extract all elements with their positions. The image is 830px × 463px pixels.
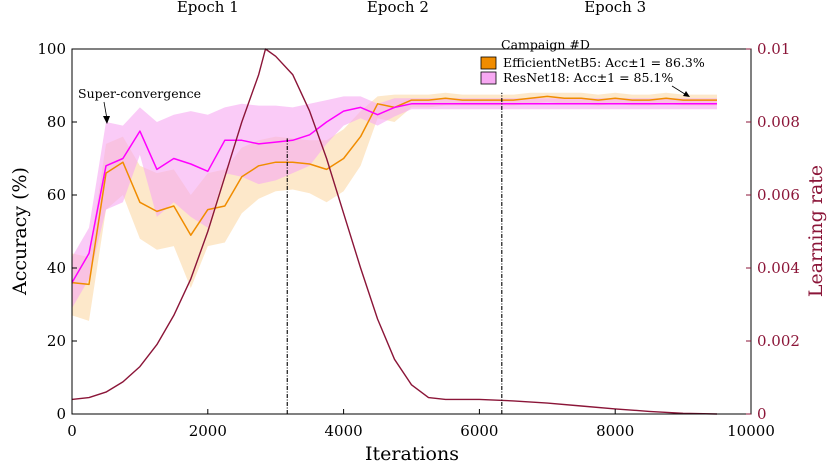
legend-label-efficientnet: EfficientNetB5: Acc±1 = 86.3% (503, 55, 705, 70)
series-lines (71, 48, 718, 415)
epoch-label-2: Epoch 2 (367, 0, 429, 16)
line-learning-rate (71, 48, 718, 415)
legend-swatch-resnet (480, 71, 497, 85)
epoch-labels: Epoch 1 Epoch 2 Epoch 3 (177, 0, 646, 16)
x-tick-label: 2000 (189, 422, 227, 440)
y-ticks-left: 0 20 40 60 80 100 (37, 40, 77, 423)
annotation-super-convergence: Super-convergence (78, 86, 201, 124)
y-tick-label-left: 60 (47, 186, 66, 204)
x-axis-label: Iterations (365, 443, 459, 463)
annotation-label: Super-convergence (78, 86, 201, 101)
legend-arrow-head (683, 91, 690, 97)
y-tick-label-right: 0 (757, 405, 767, 423)
y-tick-label-left: 80 (47, 113, 66, 131)
epoch-label-1: Epoch 1 (177, 0, 239, 16)
y-axis-label-left: Accuracy (%) (9, 167, 31, 296)
plot-frame (71, 48, 752, 415)
y-tick-label-right: 0.004 (757, 259, 800, 277)
y-tick-label-left: 20 (47, 332, 66, 350)
epoch-boundaries (286, 92, 503, 414)
x-tick-label: 0 (67, 422, 77, 440)
y-tick-label-right: 0.006 (757, 186, 800, 204)
x-tick-label: 6000 (460, 422, 498, 440)
y-tick-label-right: 0.002 (757, 332, 800, 350)
y-tick-label-left: 100 (37, 40, 66, 58)
legend: Campaign #D EfficientNetB5: Acc±1 = 86.3… (480, 37, 705, 97)
x-tick-label: 10000 (727, 422, 775, 440)
y-axis-label-right: Learning rate (805, 165, 827, 297)
x-tick-label: 8000 (596, 422, 634, 440)
y-tick-label-right: 0.008 (757, 113, 800, 131)
legend-title: Campaign #D (501, 37, 590, 52)
x-tick-label: 4000 (325, 422, 363, 440)
epoch-label-3: Epoch 3 (584, 0, 646, 16)
line-resnet18 (71, 103, 717, 283)
y-tick-label-left: 40 (47, 259, 66, 277)
legend-swatch-efficientnet (480, 56, 497, 70)
band-resnet18 (72, 96, 717, 309)
y-tick-label-left: 0 (56, 405, 66, 423)
y-ticks-right: 0 0.002 0.004 0.006 0.008 0.01 (746, 40, 800, 423)
x-ticks: 0 2000 4000 6000 8000 10000 (67, 409, 775, 440)
legend-label-resnet: ResNet18: Acc±1 = 85.1% (503, 70, 673, 85)
annotation-arrow-head (103, 116, 110, 124)
y-tick-label-right: 0.01 (757, 40, 790, 58)
